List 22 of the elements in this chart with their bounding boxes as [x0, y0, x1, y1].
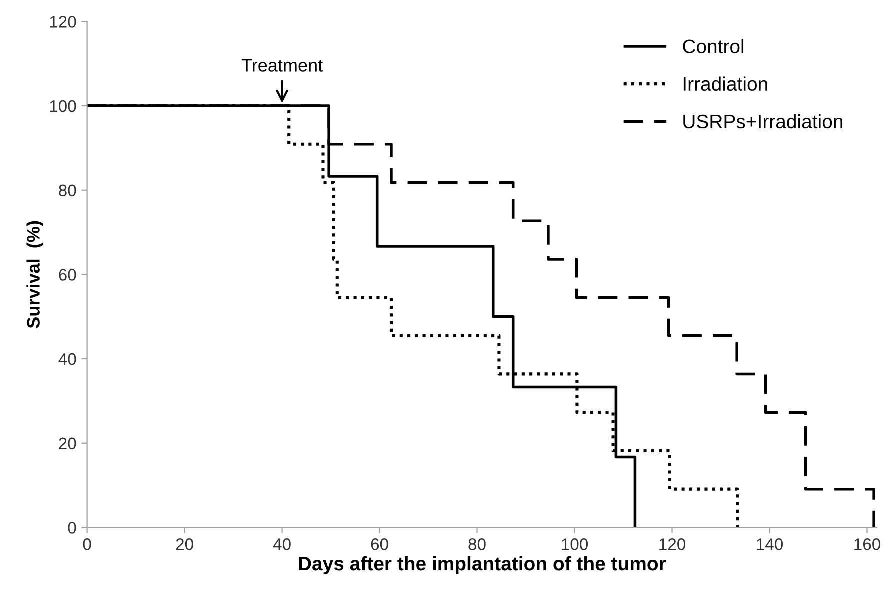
x-tick-label: 80 — [468, 538, 486, 550]
x-tick-label: 20 — [176, 538, 194, 550]
x-tick-label: 100 — [562, 538, 588, 550]
y-tick-label: 120 — [50, 16, 76, 28]
x-tick-label: 120 — [660, 538, 686, 550]
legend-label: Irradiation — [684, 76, 768, 92]
y-tick-label: 60 — [59, 269, 76, 281]
x-tick-label: 60 — [371, 538, 388, 550]
x-tick-label: 0 — [83, 538, 92, 550]
x-tick-label: 140 — [757, 538, 784, 550]
x-tick-label: 40 — [273, 538, 291, 550]
legend-label: Control — [683, 39, 744, 54]
y-tick-label: 20 — [59, 438, 76, 450]
y-tick-label: 100 — [50, 100, 76, 112]
y-tick-label: 80 — [59, 184, 76, 197]
x-axis-title: Days after the implantation of the tumor — [299, 556, 666, 575]
x-tick-label: 160 — [854, 538, 881, 550]
y-axis-title: Survival (%) — [26, 221, 44, 328]
y-tick-label: 0 — [68, 522, 76, 534]
legend-label: USRPs+Irradiation — [684, 114, 842, 129]
annotation: Treatment — [242, 59, 323, 72]
y-tick-label: 40 — [58, 353, 76, 366]
